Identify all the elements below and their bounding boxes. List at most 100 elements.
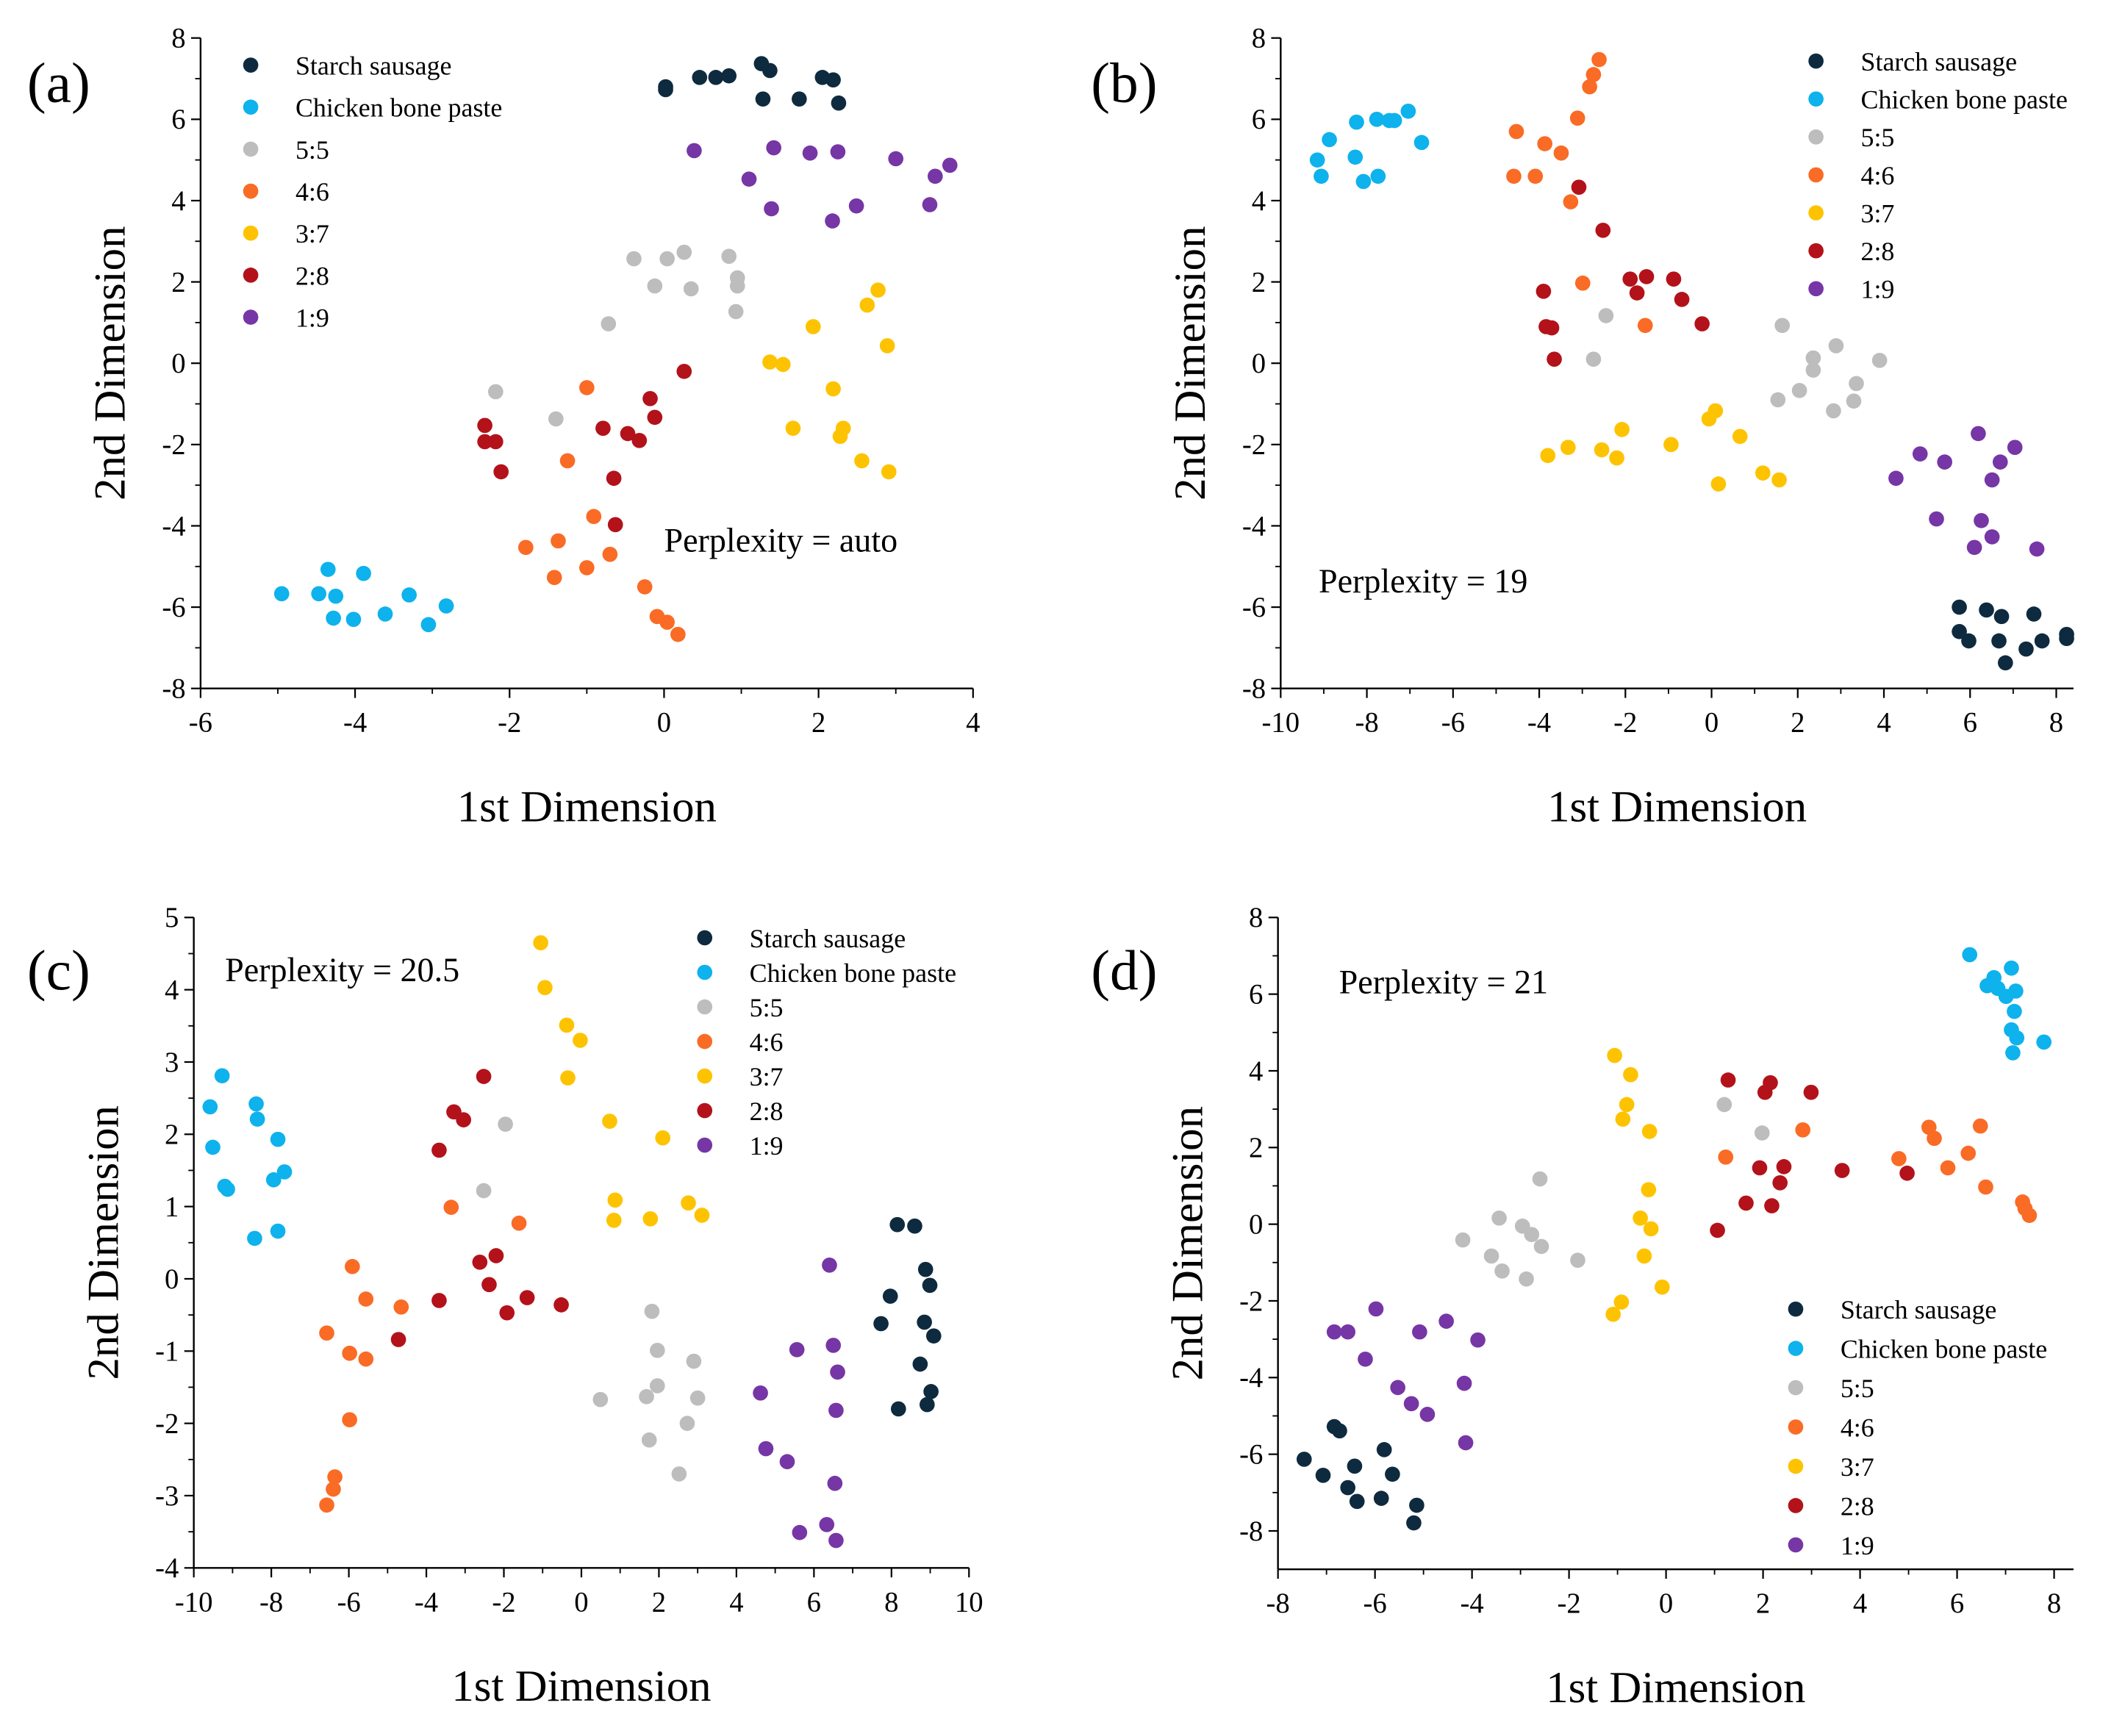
data-point [1458,1435,1474,1451]
data-point [907,1218,922,1234]
series-chicken-bone-paste [202,1068,293,1247]
data-point [683,281,699,297]
data-point [917,1261,934,1277]
data-point [1805,350,1821,366]
legend-marker [1788,1301,1804,1317]
data-point [1585,67,1602,82]
data-point [1347,149,1363,165]
data-point [481,1277,497,1293]
data-point [248,1096,264,1112]
data-point [326,1481,341,1497]
x-tick-label: -6 [189,708,212,739]
series-3-7 [762,282,897,480]
data-point [548,411,564,427]
y-tick-label: -2 [162,430,185,461]
y-axis-title: 2nd Dimension [1166,226,1215,501]
x-tick-label: -2 [498,708,521,739]
data-point [443,1199,459,1215]
series-1-9 [687,140,958,229]
x-tick-label: 0 [657,708,671,739]
series-4-6 [1506,51,1653,334]
data-point [1641,1182,1657,1198]
series-chicken-bone-paste [1309,103,1430,190]
data-point [1535,283,1552,299]
data-point [420,617,437,633]
y-tick-label: 2 [1249,1133,1263,1163]
legend-marker [697,1137,713,1153]
x-tick-label: 2 [811,708,825,739]
data-point [753,1385,768,1401]
data-point [681,1195,696,1211]
y-tick-label: -1 [155,1336,179,1367]
legend-label: 5:5 [295,135,329,165]
data-point [1571,179,1587,196]
y-tick-label: -6 [1242,592,1266,623]
legend-label: 4:6 [295,177,329,207]
data-point [721,248,737,265]
data-point [472,1255,488,1270]
data-point [1547,351,1562,367]
data-point [533,935,548,951]
x-tick-label: 0 [1705,708,1719,739]
data-point [345,611,362,627]
x-tick-label: -4 [1527,708,1551,739]
data-point [687,143,702,159]
data-point [553,1297,569,1313]
y-tick-label: -8 [1242,674,1266,705]
data-point [358,1351,374,1367]
data-point [888,151,904,167]
legend-label: Starch sausage [295,51,452,80]
legend-marker [1808,281,1824,297]
data-point [1966,539,1982,556]
data-point [1637,318,1653,334]
perplexity-annotation: Perplexity = 20.5 [225,951,459,989]
legend-label: 1:9 [750,1131,784,1161]
x-tick-label: 2 [1756,1588,1770,1619]
series-starch-sausage [1952,599,2074,671]
data-point [1613,1294,1630,1310]
data-point [1732,428,1748,445]
data-point [1666,271,1682,287]
data-point [1771,472,1787,488]
data-point [586,509,602,525]
data-point [686,1353,702,1369]
x-tick-label: -10 [175,1587,213,1618]
data-point [649,1378,665,1394]
data-point [1615,1111,1631,1127]
data-point [1638,269,1655,284]
data-point [393,1299,409,1315]
data-point [273,586,290,602]
data-point [1455,1232,1471,1248]
series-3-7 [1605,1047,1670,1322]
data-point [1560,440,1576,456]
y-axis-title: 2nd Dimension [86,226,135,501]
data-point [1770,392,1786,408]
data-point [1929,511,1944,527]
legend-label: 5:5 [750,993,784,1022]
data-point [830,144,846,159]
series-4-6 [1718,1118,2038,1223]
x-tick-label: -10 [1262,708,1300,739]
data-point [517,539,534,556]
y-tick-label: 0 [171,348,185,379]
x-tick-label: 4 [966,708,980,739]
y-tick-label: -2 [1242,430,1266,461]
x-tick-label: -2 [1613,708,1637,739]
y-tick-label: -4 [162,511,185,542]
data-point [1643,1221,1659,1237]
series-1-9 [1326,1301,1486,1451]
y-tick-label: 6 [1252,104,1266,135]
x-tick-label: 4 [729,1587,743,1618]
panel-label: (c) [27,939,90,1002]
legend-marker [697,1068,713,1084]
data-point [249,1111,265,1127]
legend-marker [1808,243,1824,259]
data-point [1629,285,1645,301]
data-point [377,606,393,622]
data-point [217,1178,233,1194]
data-point [1707,403,1724,419]
legend-label: 3:7 [750,1062,784,1091]
panel-d: -8 -6 -4 -2 0 2 4 6 8 -8 -6 -4 -2 0 2 4 6 8 1st Dimension 2… [1091,903,2074,1712]
